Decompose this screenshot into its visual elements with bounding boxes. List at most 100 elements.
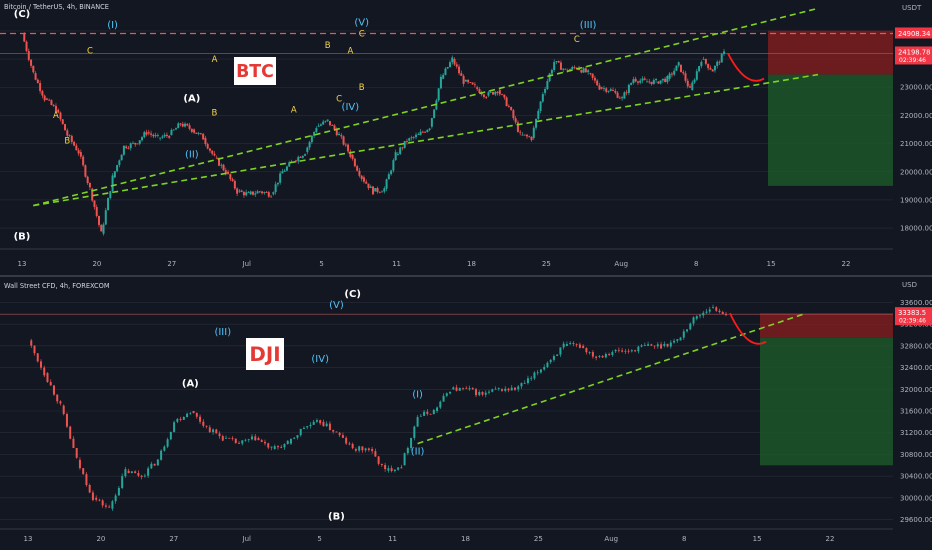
- candle-body: [471, 82, 474, 85]
- candle-body: [664, 78, 667, 82]
- candle-body: [354, 449, 357, 451]
- candle-body: [322, 421, 325, 427]
- candle-body: [498, 90, 501, 95]
- candle-body: [650, 81, 653, 85]
- candle-body: [485, 96, 488, 98]
- candle-body: [242, 191, 245, 196]
- risk-zone: [768, 30, 893, 75]
- price-tag: 24198.78: [898, 48, 930, 56]
- candle-body: [129, 143, 132, 149]
- candle-body: [695, 71, 698, 80]
- candle-body: [309, 424, 312, 427]
- candle-body: [702, 58, 705, 60]
- candle-body: [82, 468, 85, 475]
- candle-body: [623, 92, 626, 99]
- x-tick-label: Jul: [242, 535, 252, 543]
- candle-body: [446, 67, 449, 69]
- candle-body: [351, 443, 354, 449]
- candle-body: [188, 125, 191, 129]
- candle-body: [475, 389, 478, 396]
- candle-body: [556, 354, 559, 356]
- candle-body: [591, 73, 594, 78]
- dji-chart-panel[interactable]: 33600.0033200.0032800.0032400.0032000.00…: [0, 278, 932, 550]
- candle-body: [444, 68, 447, 75]
- candle-body: [473, 84, 476, 86]
- candle-body: [421, 131, 424, 133]
- candle-body: [283, 444, 286, 448]
- candle-body: [608, 354, 611, 355]
- candle-body: [46, 373, 49, 383]
- candle-body: [442, 395, 445, 402]
- candle-body: [439, 76, 442, 89]
- candle-body: [118, 160, 121, 166]
- price-tag-box: [895, 307, 932, 326]
- candle-body: [319, 420, 322, 424]
- wave-label: C: [87, 46, 93, 56]
- wave-label: B: [359, 83, 365, 93]
- candle-body: [64, 124, 67, 131]
- candle-body: [462, 387, 465, 389]
- candle-body: [72, 438, 75, 449]
- candle-body: [555, 61, 558, 62]
- candle-body: [344, 144, 347, 146]
- candle-body: [238, 443, 241, 444]
- candle-body: [396, 153, 399, 155]
- candle-body: [186, 123, 189, 126]
- candle-body: [448, 62, 451, 68]
- y-tick-label: 21000.00: [900, 140, 932, 148]
- candle-body: [347, 144, 350, 152]
- candle-body: [220, 164, 223, 166]
- candle-body: [634, 350, 637, 352]
- candle-body: [267, 443, 270, 448]
- x-tick-label: 5: [319, 260, 323, 268]
- x-tick-label: 11: [392, 260, 401, 268]
- candle-body: [274, 184, 277, 193]
- candle-body: [392, 160, 395, 171]
- candle-body: [702, 312, 705, 316]
- candle-body: [526, 378, 529, 384]
- x-tick-label: 8: [682, 535, 686, 543]
- candle-body: [61, 119, 64, 125]
- candle-body: [584, 68, 587, 73]
- candle-body: [383, 188, 386, 192]
- candle-body: [562, 68, 565, 70]
- candle-body: [70, 135, 73, 142]
- candle-body: [593, 77, 596, 81]
- candle-body: [192, 411, 195, 414]
- candle-body: [348, 443, 351, 445]
- candle-body: [458, 387, 461, 391]
- candle-body: [708, 309, 711, 312]
- candle-body: [159, 137, 162, 139]
- btc-chart-panel[interactable]: 25000.0024000.0023000.0022000.0021000.00…: [0, 0, 932, 270]
- candle-body: [78, 459, 81, 469]
- candle-body: [362, 177, 365, 182]
- candle-body: [163, 446, 166, 451]
- candle-body: [39, 361, 42, 368]
- candle-body: [467, 79, 470, 83]
- projection-arrow: [727, 53, 765, 82]
- candle-body: [439, 401, 442, 408]
- candle-body: [41, 90, 44, 96]
- candle-body: [614, 349, 617, 352]
- candle-body: [332, 429, 335, 432]
- candle-body: [165, 134, 168, 137]
- candle-body: [378, 191, 381, 193]
- candle-body: [673, 340, 676, 343]
- symbol-badge-text: BTC: [236, 62, 274, 82]
- price-tag-box: [895, 46, 932, 65]
- y-tick-label: 31200.00: [900, 429, 932, 437]
- candle-body: [489, 91, 492, 93]
- candle-body: [637, 346, 640, 352]
- candle-body: [384, 465, 387, 470]
- candle-body: [523, 383, 526, 384]
- wave-label: C: [336, 94, 342, 104]
- candle-body: [345, 437, 348, 444]
- candle-body: [393, 469, 396, 472]
- candle-body: [488, 391, 491, 393]
- candle-body: [247, 192, 250, 193]
- candle-body: [602, 88, 605, 90]
- candle-body: [360, 175, 363, 179]
- candle-body: [134, 471, 137, 474]
- x-tick-label: 15: [767, 260, 776, 268]
- candle-body: [523, 134, 526, 136]
